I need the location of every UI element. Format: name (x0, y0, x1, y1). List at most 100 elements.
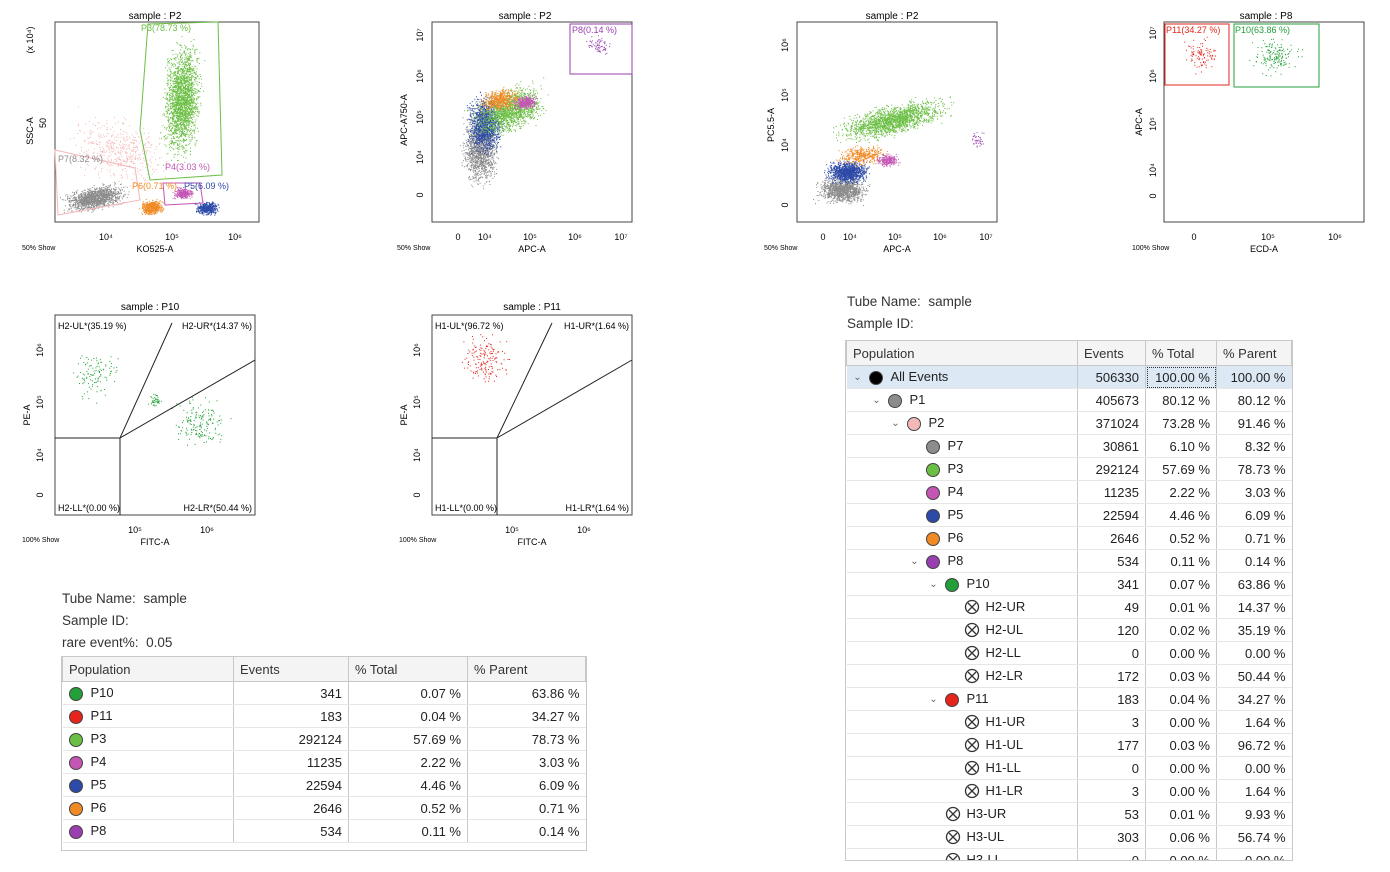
y-axis-label: PE-A (399, 404, 409, 425)
dotplot-apc750-vs-apc[interactable]: sample : P2 P8(0.14 %) APC-A750-A 10⁷ 10… (385, 0, 655, 260)
gate-label-p11: P11(34.27 %) (1166, 25, 1220, 35)
dotplot-ssc-vs-ko525[interactable]: sample : P2 P3(78.73 %) P7(8.32 %) P4(3.… (0, 0, 280, 260)
events-cell: 292124 (233, 727, 349, 751)
tree-row[interactable]: H3-UR 53 0.01 % 9.93 % (846, 802, 1292, 826)
y-tick-label: 0 (35, 492, 45, 497)
population-cell: ⌄ P11 (846, 687, 1078, 711)
population-cell: P5 (846, 503, 1078, 527)
table-row[interactable]: P10 341 0.07 % 63.86 % (62, 681, 586, 705)
tree-row[interactable]: H3-LL 0 0.00 % 0.00 % (846, 848, 1292, 861)
tree-row[interactable]: P5 22594 4.46 % 6.09 % (846, 503, 1292, 527)
population-color-icon (925, 531, 940, 546)
plot-title: sample : P2 (866, 11, 919, 22)
quadplot-pe-vs-fitc-p11[interactable]: sample : P11 H1-UL*(96.72 %) H1-UR*(1.64… (385, 290, 655, 550)
quad-label-ul: H2-UL*(35.19 %) (58, 321, 127, 331)
tree-row[interactable]: P6 2646 0.52 % 0.71 % (846, 526, 1292, 550)
event-cloud (160, 36, 206, 166)
plot-frame (431, 314, 633, 516)
col-header-parent[interactable]: % Parent (467, 656, 586, 682)
x-tick-label: 10⁵ (128, 525, 142, 535)
population-cell: H2-UL (846, 618, 1078, 642)
tree-row[interactable]: ⌄ All Events 506330 100.00 % 100.00 % (846, 365, 1292, 389)
population-cell: H2-LL (846, 641, 1078, 665)
parent-cell: 80.12 % (1216, 388, 1292, 412)
quad-label-lr: H1-LR*(1.64 %) (565, 503, 629, 513)
quad-label-ur: H1-UR*(1.64 %) (564, 321, 629, 331)
table-row[interactable]: P5 22594 4.46 % 6.09 % (62, 773, 586, 797)
x-axis-label: ECD-A (1250, 244, 1278, 254)
table-row[interactable]: P8 534 0.11 % 0.14 % (62, 819, 586, 843)
tree-row[interactable]: ⌄ P11 183 0.04 % 34.27 % (846, 687, 1292, 711)
tree-row[interactable]: H1-UR 3 0.00 % 1.64 % (846, 710, 1292, 734)
population-cell: ⌄ P8 (846, 549, 1078, 573)
population-cell: P5 (62, 773, 234, 797)
population-cell: P4 (846, 480, 1078, 504)
table-header-row: Population Events % Total % Parent (62, 656, 586, 682)
x-tick-label: 10⁵ (888, 232, 902, 242)
table-row[interactable]: P11 183 0.04 % 34.27 % (62, 704, 586, 728)
event-cloud (512, 94, 539, 110)
total-cell: 2.22 % (348, 750, 468, 774)
chevron-down-icon[interactable]: ⌄ (929, 579, 938, 591)
quadplot-pe-vs-fitc-p10[interactable]: sample : P10 H2-UL*(35.19 %) H2-UR*(14.3… (0, 290, 270, 550)
population-color-icon (925, 485, 940, 500)
table-row[interactable]: P3 292124 57.69 % 78.73 % (62, 727, 586, 751)
population-name: P7 (947, 438, 964, 454)
population-name: P4 (947, 484, 964, 500)
event-cloud (875, 153, 901, 168)
tree-row[interactable]: H2-UR 49 0.01 % 14.37 % (846, 595, 1292, 619)
table-row[interactable]: P6 2646 0.52 % 0.71 % (62, 796, 586, 820)
tree-row[interactable]: H1-LL 0 0.00 % 0.00 % (846, 756, 1292, 780)
table-row[interactable]: P4 11235 2.22 % 3.03 % (62, 750, 586, 774)
population-stats-table-left[interactable]: Population Events % Total % Parent P10 34… (61, 656, 587, 851)
population-color-icon (868, 370, 883, 385)
population-hierarchy-table[interactable]: Population Events % Total % Parent ⌄ All … (845, 340, 1293, 861)
col-header-events[interactable]: Events (1077, 340, 1146, 366)
total-cell: 80.12 % (1145, 388, 1217, 412)
plot-title: sample : P8 (1240, 11, 1293, 22)
tree-row[interactable]: ⌄ P2 371024 73.28 % 91.46 % (846, 411, 1292, 435)
chevron-down-icon[interactable]: ⌄ (872, 395, 881, 407)
total-cell: 0.01 % (1145, 595, 1217, 619)
population-name: H2-LL (985, 644, 1021, 660)
tree-row[interactable]: ⌄ P8 534 0.11 % 0.14 % (846, 549, 1292, 573)
tree-row[interactable]: H2-LL 0 0.00 % 0.00 % (846, 641, 1292, 665)
total-cell: 0.00 % (1145, 710, 1217, 734)
population-name: H3-LL (966, 851, 1002, 861)
quadrant-gate-icon (964, 600, 979, 615)
tree-row[interactable]: ⌄ P1 405673 80.12 % 80.12 % (846, 388, 1292, 412)
tree-row[interactable]: P3 292124 57.69 % 78.73 % (846, 457, 1292, 481)
y-axis-label: SSC-A (25, 117, 35, 145)
x-tick-label: 10⁵ (1261, 232, 1275, 242)
col-header-events[interactable]: Events (233, 656, 349, 682)
tree-row[interactable]: ⌄ P10 341 0.07 % 63.86 % (846, 572, 1292, 596)
events-cell: 405673 (1077, 388, 1146, 412)
x-tick-label: 10⁶ (228, 232, 242, 242)
plot-title: sample : P2 (129, 11, 182, 22)
parent-cell: 0.00 % (1216, 641, 1292, 665)
col-header-population[interactable]: Population (846, 340, 1078, 366)
col-header-total[interactable]: % Total (348, 656, 468, 682)
dotplot-apc-vs-ecd[interactable]: sample : P8 P11(34.27 %) P10(63.86 %) AP… (1128, 0, 1390, 260)
col-header-population[interactable]: Population (62, 656, 234, 682)
col-header-parent[interactable]: % Parent (1216, 340, 1292, 366)
tree-row[interactable]: P4 11235 2.22 % 3.03 % (846, 480, 1292, 504)
tree-row[interactable]: H1-UL 177 0.03 % 96.72 % (846, 733, 1292, 757)
tree-row[interactable]: H2-UL 120 0.02 % 35.19 % (846, 618, 1292, 642)
tree-row[interactable]: P7 30861 6.10 % 8.32 % (846, 434, 1292, 458)
chevron-down-icon[interactable]: ⌄ (891, 418, 900, 430)
gate-label-p4: P4(3.03 %) (165, 162, 210, 172)
chevron-down-icon[interactable]: ⌄ (853, 372, 862, 384)
x-tick-label: 10⁵ (523, 232, 537, 242)
chevron-down-icon[interactable]: ⌄ (910, 556, 919, 568)
tree-row[interactable]: H3-UL 303 0.06 % 56.74 % (846, 825, 1292, 849)
y-tick-label: 10⁵ (415, 110, 425, 124)
chevron-down-icon[interactable]: ⌄ (929, 694, 938, 706)
tree-row[interactable]: H1-LR 3 0.00 % 1.64 % (846, 779, 1292, 803)
tree-row[interactable]: H2-LR 172 0.03 % 50.44 % (846, 664, 1292, 688)
total-cell: 0.11 % (348, 819, 468, 843)
col-header-total[interactable]: % Total (1145, 340, 1217, 366)
population-name: P4 (90, 754, 107, 770)
dotplot-pc55-vs-apc[interactable]: sample : P2 PC5.5-A 10⁶ 10⁵ 10⁴ 0 0 10⁴ … (752, 0, 1022, 260)
population-name: P6 (90, 800, 107, 816)
